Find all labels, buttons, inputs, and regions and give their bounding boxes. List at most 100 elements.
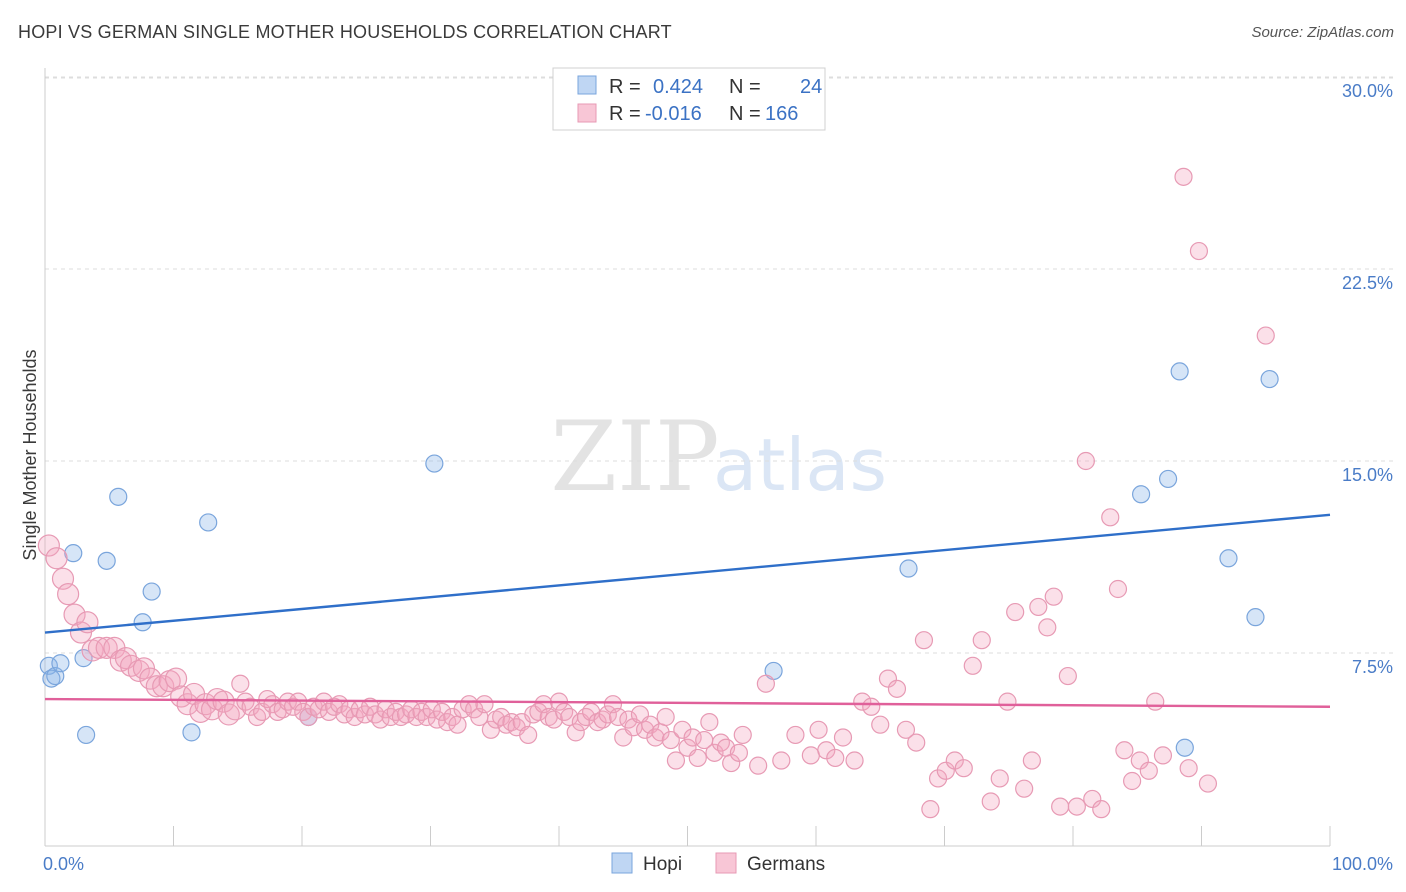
germans-point-108 [635, 720, 655, 739]
germans-point-138 [862, 697, 881, 716]
germans-point-151 [972, 631, 991, 650]
germans-point-32 [236, 692, 255, 711]
germans-point-110 [646, 728, 665, 747]
germans-point-1 [45, 547, 68, 570]
germans-point-150 [963, 656, 982, 675]
germans-point-165 [1083, 789, 1102, 809]
germans-point-73 [448, 715, 467, 734]
germans-point-114 [666, 751, 686, 770]
watermark-zip: ZIP [550, 401, 719, 513]
germans-point-157 [1022, 751, 1041, 770]
germans-point-140 [878, 669, 898, 688]
germans-point-128 [756, 674, 775, 693]
hopi-point-20 [1175, 738, 1194, 757]
stats-legend: R = 0.424 N = 24 R = -0.016 N = 166 [552, 67, 826, 131]
hopi-point-8 [109, 487, 128, 506]
germans-point-124 [722, 753, 741, 773]
germans-point-134 [826, 748, 845, 768]
germans-point-49 [325, 697, 344, 716]
legend-swatch-germans [577, 103, 597, 123]
germans-point-43 [294, 702, 313, 721]
legend-swatch-hopi [577, 75, 597, 95]
germans-point-62 [391, 707, 411, 727]
germans-point-95 [566, 723, 585, 742]
germans-point-152 [981, 792, 1000, 811]
germans-point-146 [928, 769, 948, 788]
germans-point-145 [921, 800, 940, 819]
germans-point-20 [164, 667, 188, 690]
germans-point-137 [853, 692, 872, 711]
germans-point-171 [1130, 751, 1149, 770]
hopi-point-3 [51, 654, 70, 673]
trend-lines [44, 513, 1331, 708]
bottom-legend-label-germans: Germans [747, 854, 825, 875]
hopi-point-22 [1246, 608, 1265, 627]
germans-point-131 [801, 746, 820, 765]
bottom-legend-swatch-hopi [611, 852, 633, 874]
legend-n-value-hopi: 24 [800, 76, 822, 98]
x-tick-min: 0.0% [43, 854, 84, 874]
germans-point-3 [57, 583, 80, 606]
germans-point-115 [673, 720, 692, 739]
hopi-trend-line [44, 513, 1331, 634]
germans-point-155 [1006, 602, 1025, 622]
germans-point-30 [224, 698, 247, 721]
germans-point-41 [283, 697, 303, 716]
germans-point-158 [1029, 597, 1048, 617]
hopi-point-7 [97, 551, 116, 570]
germans-point-126 [733, 725, 752, 745]
germans-point-122 [711, 733, 731, 752]
germans-point-143 [907, 733, 926, 752]
germans-point-83 [502, 713, 521, 732]
chart-source: Source: ZipAtlas.com [1251, 24, 1394, 41]
germans-point-142 [896, 720, 916, 739]
watermark-atlas: atlas [713, 423, 887, 507]
germans-point-154 [998, 692, 1017, 711]
hopi-point-14 [425, 454, 444, 473]
germans-point-86 [519, 725, 538, 745]
germans-point-65 [407, 707, 426, 727]
germans-point-163 [1067, 797, 1086, 816]
legend-r-value-hopi: 0.424 [653, 76, 703, 98]
germans-point-177 [1189, 241, 1209, 261]
germans-point-99 [588, 713, 607, 732]
germans-point-178 [1198, 774, 1218, 793]
germans-point-173 [1146, 692, 1165, 711]
germans-point-167 [1101, 508, 1120, 527]
grid-lines [45, 76, 1393, 654]
germans-point-179 [1256, 326, 1275, 345]
germans-point-141 [887, 679, 907, 698]
germans-point-153 [990, 769, 1009, 788]
legend-r-value-germans: -0.016 [645, 103, 702, 125]
germans-trend-line [44, 697, 1331, 708]
germans-point-113 [661, 730, 680, 750]
hopi-point-12 [199, 513, 218, 532]
germans-point-60 [381, 707, 400, 727]
germans-point-26 [200, 698, 224, 721]
germans-point-9 [95, 636, 118, 659]
axes [44, 68, 1331, 847]
y-tick-label-0: 7.5% [1352, 657, 1393, 677]
germans-point-100 [593, 710, 612, 729]
germans-point-80 [486, 710, 506, 729]
germans-series [37, 167, 1275, 819]
germans-point-31 [231, 674, 250, 693]
germans-point-127 [749, 756, 768, 775]
legend-n-label-hopi: N = [729, 76, 761, 98]
germans-point-136 [845, 751, 864, 770]
germans-point-78 [475, 695, 494, 714]
germans-point-160 [1044, 587, 1063, 606]
hopi-point-21 [1219, 549, 1238, 568]
germans-point-169 [1115, 741, 1134, 760]
series-legend: Hopi Germans [611, 852, 825, 875]
germans-point-132 [809, 720, 828, 739]
germans-point-172 [1139, 761, 1158, 780]
germans-point-175 [1174, 167, 1193, 186]
hopi-point-6 [77, 725, 96, 745]
germans-point-44 [299, 707, 318, 727]
germans-point-118 [688, 748, 707, 768]
x-tick-max: 100.0% [1332, 854, 1393, 874]
germans-point-125 [729, 743, 749, 762]
germans-point-159 [1038, 618, 1057, 637]
